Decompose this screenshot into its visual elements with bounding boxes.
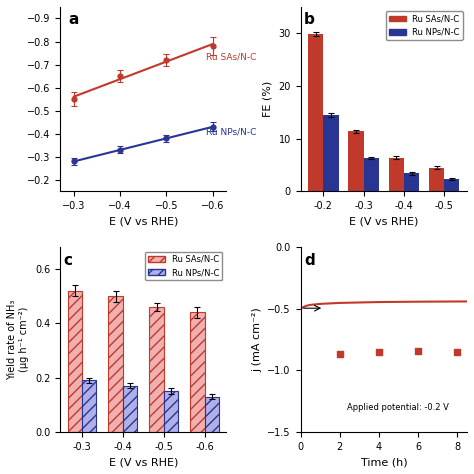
Bar: [364, 158, 379, 191]
X-axis label: Time (h): Time (h): [361, 457, 407, 467]
X-axis label: E (V vs RHE): E (V vs RHE): [109, 217, 178, 227]
Text: a: a: [68, 12, 79, 27]
Point: [454, 348, 461, 356]
Bar: [82, 380, 96, 432]
Y-axis label: Yield rate of NH₃
(μg h⁻¹ cm⁻²): Yield rate of NH₃ (μg h⁻¹ cm⁻²): [7, 300, 29, 380]
Legend: Ru SAs/N-C, Ru NPs/N-C: Ru SAs/N-C, Ru NPs/N-C: [385, 11, 463, 40]
Bar: [190, 312, 205, 432]
Text: d: d: [304, 253, 315, 268]
Bar: [389, 158, 404, 191]
Bar: [149, 307, 164, 432]
Bar: [348, 131, 364, 191]
Y-axis label: j (mA cm⁻²): j (mA cm⁻²): [252, 307, 262, 372]
Bar: [205, 397, 219, 432]
Legend: Ru SAs/N-C, Ru NPs/N-C: Ru SAs/N-C, Ru NPs/N-C: [145, 252, 222, 280]
Bar: [164, 391, 178, 432]
Bar: [123, 386, 137, 432]
Bar: [68, 291, 82, 432]
Bar: [429, 168, 444, 191]
Y-axis label: FE (%): FE (%): [263, 81, 273, 117]
Text: c: c: [64, 253, 73, 268]
Bar: [444, 179, 459, 191]
X-axis label: E (V vs RHE): E (V vs RHE): [349, 217, 419, 227]
X-axis label: E (V vs RHE): E (V vs RHE): [109, 457, 178, 467]
Point: [414, 347, 422, 355]
Bar: [323, 115, 339, 191]
Text: Ru NPs/N-C: Ru NPs/N-C: [206, 128, 256, 137]
Text: b: b: [304, 12, 315, 27]
Point: [375, 348, 383, 356]
Bar: [109, 296, 123, 432]
Point: [336, 350, 344, 358]
Bar: [308, 34, 323, 191]
Text: Applied potential: -0.2 V: Applied potential: -0.2 V: [347, 402, 449, 411]
Bar: [404, 173, 419, 191]
Text: Ru SAs/N-C: Ru SAs/N-C: [206, 53, 256, 62]
